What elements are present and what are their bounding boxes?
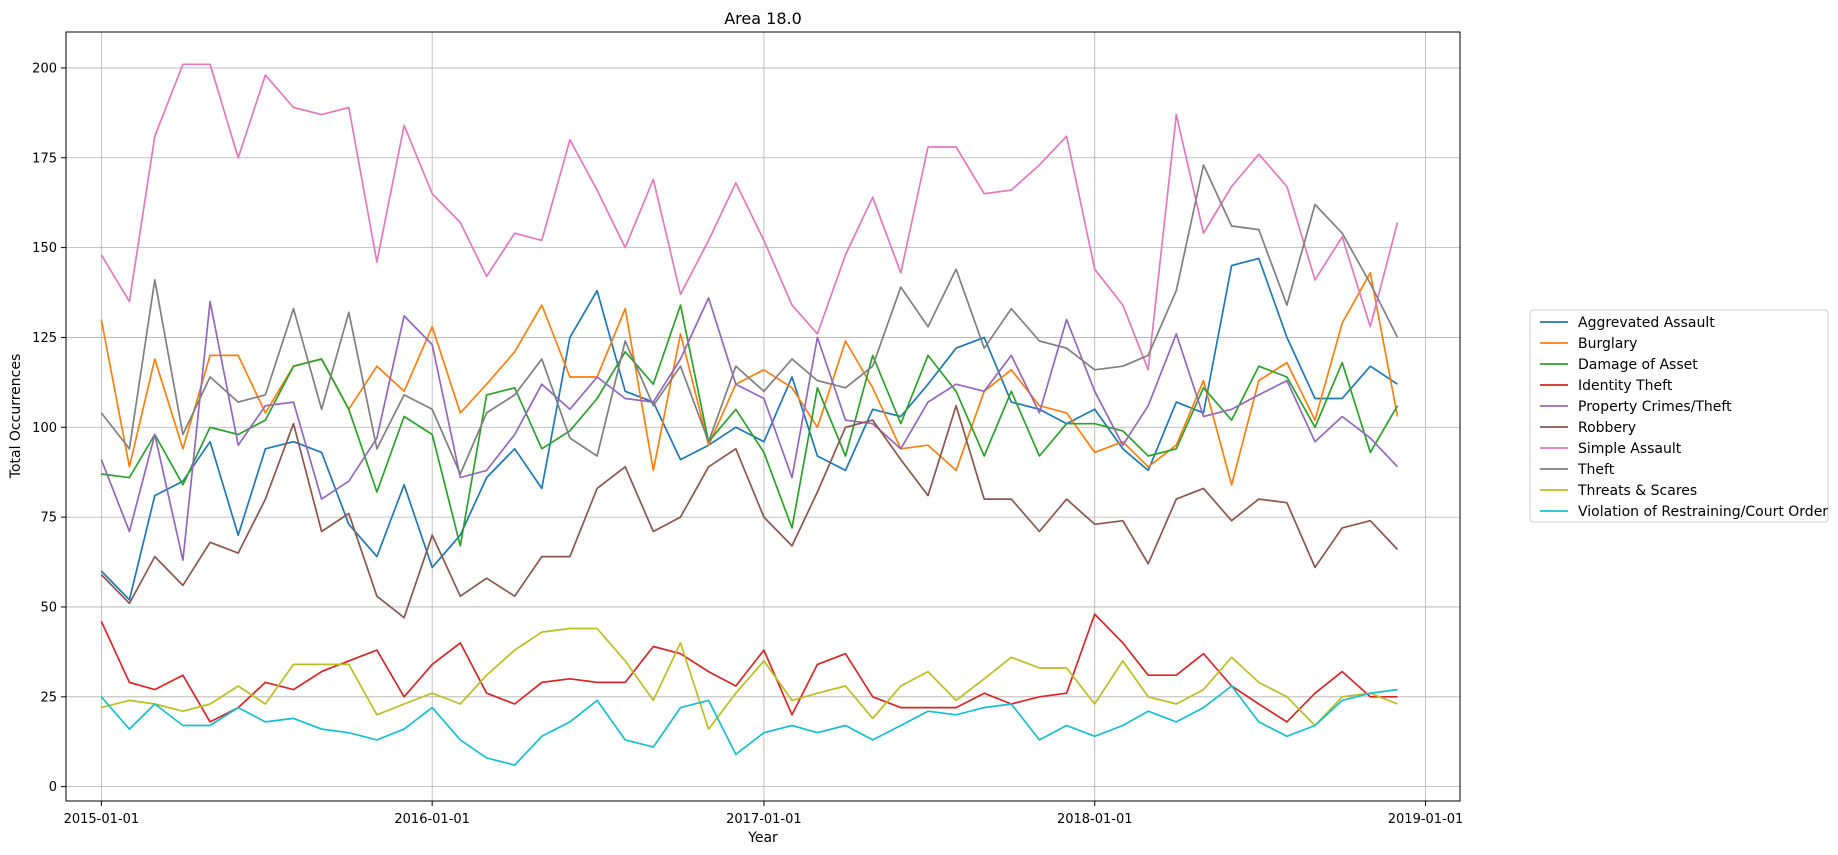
y-tick-label: 75 — [40, 511, 57, 526]
legend-entry: Property Crimes/Theft — [1578, 399, 1732, 415]
legend-entry: Identity Theft — [1578, 378, 1673, 394]
y-tick-label: 125 — [32, 331, 57, 346]
y-tick-label: 25 — [40, 690, 57, 705]
plot-frame — [65, 31, 1461, 802]
legend-entry: Aggrevated Assault — [1578, 315, 1715, 331]
series-line-5 — [100, 404, 1399, 619]
y-tick-label: 175 — [32, 151, 57, 166]
grid-lines — [66, 32, 1460, 801]
x-tick-label: 2018-01-01 — [1057, 812, 1133, 827]
series-line-7 — [100, 164, 1399, 475]
x-axis-label: Year — [747, 830, 778, 846]
series-line-8 — [101, 627, 1398, 730]
series-line-2 — [101, 304, 1399, 547]
y-tick-label: 150 — [32, 241, 57, 256]
series-lines — [100, 63, 1399, 766]
legend-entry: Robbery — [1578, 420, 1636, 436]
y-tick-label: 50 — [40, 600, 57, 615]
legend-entry: Simple Assault — [1578, 441, 1682, 457]
x-tick-label: 2016-01-01 — [394, 812, 470, 827]
legend-box — [1529, 309, 1829, 523]
y-axis-ticks: 0 25 50 75 100 125 150 175 200 — [32, 61, 66, 795]
x-axis-ticks: 2015-01-01 2016-01-01 2017-01-01 2018-01-01… — [64, 801, 1464, 827]
y-tick-label: 200 — [32, 61, 57, 76]
y-tick-label: 100 — [32, 421, 57, 436]
series-line-4 — [100, 297, 1399, 562]
x-tick-label: 2019-01-01 — [1388, 812, 1464, 827]
legend-entry: Damage of Asset — [1578, 357, 1698, 373]
x-tick-label: 2017-01-01 — [726, 812, 802, 827]
series-line-9 — [100, 685, 1398, 766]
legend-entry: Violation of Restraining/Court Order — [1578, 504, 1828, 520]
legend-entry: Threats & Scares — [1577, 483, 1697, 499]
legend-entry: Theft — [1577, 462, 1615, 478]
legend-entry: Burglary — [1578, 336, 1637, 352]
legend: Aggrevated Assault Burglary Damage of Asse… — [1529, 309, 1829, 523]
series-line-3 — [100, 613, 1398, 723]
y-axis-label: Total Occurrences — [8, 354, 24, 479]
x-tick-label: 2015-01-01 — [64, 812, 140, 827]
series-line-6 — [100, 63, 1399, 371]
series-line-0 — [100, 257, 1398, 601]
y-tick-label: 0 — [49, 780, 57, 795]
chart-title: Area 18.0 — [724, 9, 802, 28]
